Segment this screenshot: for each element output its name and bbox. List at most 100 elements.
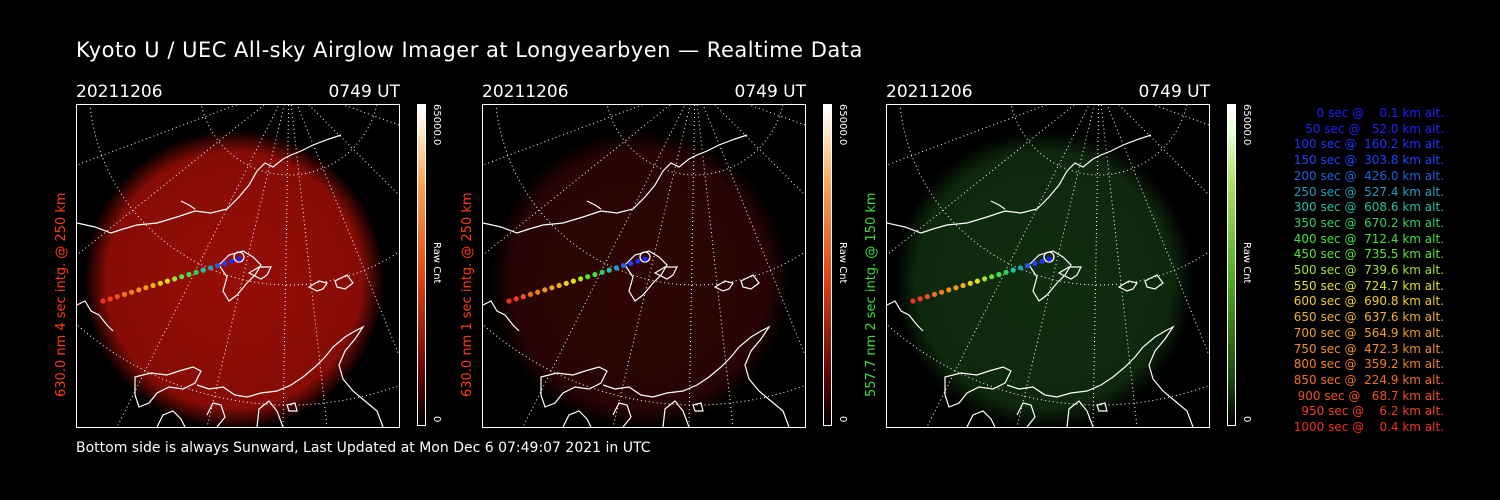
trajectory-point — [910, 298, 916, 304]
page-title: Kyoto U / UEC All-sky Airglow Imager at … — [76, 38, 863, 62]
trajectory-point — [620, 263, 627, 269]
airglow-disc — [894, 130, 1194, 427]
trajectory-point — [570, 278, 576, 284]
trajectory-point — [164, 278, 170, 284]
legend-entry: 600 sec @ 690.8 km alt. — [1289, 294, 1444, 309]
legend-entry: 500 sec @ 739.6 km alt. — [1289, 263, 1444, 278]
trajectory-point — [613, 265, 619, 271]
image-panel-630-4s: 20211206 0749 UT 630.0 nm 4 sec intg. @ … — [54, 82, 456, 430]
legend-entry: 550 sec @ 724.7 km alt. — [1289, 278, 1444, 293]
latlon-grid — [77, 105, 399, 427]
legend-entry: 1000 sec @ 0.4 km alt. — [1293, 420, 1444, 435]
legend-entry: 200 sec @ 426.0 km alt. — [1289, 168, 1444, 183]
allsky-map[interactable] — [886, 104, 1210, 428]
trajectory-point — [1039, 258, 1045, 264]
legend-entry: 300 sec @ 608.6 km alt. — [1289, 200, 1444, 215]
colorbar — [1227, 104, 1236, 426]
trajectory-point — [506, 298, 512, 304]
trajectory-point — [1046, 256, 1052, 262]
trajectory-point — [513, 296, 519, 302]
panel-time: 0749 UT — [1138, 82, 1211, 102]
trajectory-point — [1003, 269, 1009, 275]
trajectory-point — [1017, 265, 1023, 271]
latlon-grid — [887, 105, 1209, 427]
panel-date: 20211206 — [886, 82, 973, 102]
trajectory-point — [996, 271, 1002, 278]
trajectory-point — [989, 274, 995, 280]
trajectory-point — [917, 296, 923, 302]
legend-entry: 950 sec @ 6.2 km alt. — [1297, 404, 1444, 419]
panel-date: 20211206 — [482, 82, 569, 102]
trajectory-point — [229, 258, 235, 264]
trajectory-point — [939, 289, 945, 295]
trajectory-point — [628, 260, 634, 266]
latlon-grid — [483, 105, 805, 427]
trajectory-point — [542, 287, 548, 293]
trajectory-point — [107, 296, 113, 302]
allsky-map[interactable] — [482, 104, 806, 428]
trajectory-point — [236, 256, 242, 262]
trajectory-point — [967, 280, 973, 286]
trajectory-point — [136, 287, 142, 293]
trajectory-point — [129, 289, 135, 295]
allsky-map[interactable] — [76, 104, 400, 428]
trajectory-point — [592, 271, 598, 278]
trajectory-point — [114, 294, 120, 300]
trajectory-point — [150, 282, 156, 289]
trajectory-point — [193, 269, 199, 275]
trajectory-point — [200, 267, 206, 273]
trajectory-point — [179, 274, 185, 280]
legend-entry: 350 sec @ 670.2 km alt. — [1289, 215, 1444, 230]
legend-entry: 800 sec @ 359.2 km alt. — [1289, 357, 1444, 372]
trajectory-point — [953, 285, 959, 291]
colorbar — [417, 104, 426, 426]
image-panel-630-1s: 20211206 0749 UT 630.0 nm 1 sec intg. @ … — [460, 82, 862, 430]
legend-entry: 400 sec @ 712.4 km alt. — [1289, 231, 1444, 246]
legend-entry: 250 sec @ 527.4 km alt. — [1289, 184, 1444, 199]
panel-time: 0749 UT — [734, 82, 807, 102]
trajectory-point — [186, 271, 192, 278]
wavelength-label: 630.0 nm 4 sec intg. @ 250 km — [54, 192, 69, 397]
footer-status: Bottom side is always Sunward, Last Upda… — [76, 440, 651, 456]
wavelength-label: 557.7 nm 2 sec intg. @ 150 km — [864, 192, 879, 397]
launch-site-marker — [639, 251, 651, 263]
legend-entry: 850 sec @ 224.9 km alt. — [1289, 372, 1444, 387]
trajectory-point — [1032, 260, 1038, 266]
trajectory-point — [635, 258, 641, 264]
legend-entry: 450 sec @ 735.5 km alt. — [1289, 247, 1444, 262]
trajectory-legend: 0 sec @ 0.1 km alt. 50 sec @ 52.0 km alt… — [1262, 106, 1444, 436]
trajectory-point — [606, 267, 612, 273]
panel-date: 20211206 — [76, 82, 163, 102]
trajectory-point — [143, 285, 149, 291]
trajectory-point — [960, 282, 966, 289]
trajectory-point — [585, 274, 591, 280]
trajectory-point — [946, 287, 952, 293]
trajectory-point — [982, 276, 988, 282]
trajectory-point — [924, 294, 930, 300]
legend-entry: 150 sec @ 303.8 km alt. — [1289, 153, 1444, 168]
airglow-disc — [84, 130, 384, 427]
legend-entry: 0 sec @ 0.1 km alt. — [1305, 106, 1444, 120]
legend-entry: 650 sec @ 637.6 km alt. — [1289, 310, 1444, 325]
image-panel-557-2s: 20211206 0749 UT 557.7 nm 2 sec intg. @ … — [864, 82, 1266, 430]
trajectory-point — [535, 289, 541, 295]
rocket-trajectory — [100, 251, 245, 304]
airglow-disc — [490, 130, 790, 427]
trajectory-point — [157, 280, 163, 286]
wavelength-label: 630.0 nm 1 sec intg. @ 250 km — [460, 192, 475, 397]
launch-site-marker — [233, 251, 245, 263]
trajectory-point — [172, 276, 178, 282]
trajectory-point — [1010, 267, 1016, 273]
trajectory-point — [974, 278, 980, 284]
trajectory-point — [520, 294, 526, 300]
launch-site-marker — [1043, 251, 1055, 263]
legend-entry: 700 sec @ 564.9 km alt. — [1289, 325, 1444, 340]
legend-entry: 50 sec @ 52.0 km alt. — [1297, 121, 1444, 136]
legend-entry: 750 sec @ 472.3 km alt. — [1289, 341, 1444, 356]
colorbar — [823, 104, 832, 426]
trajectory-point — [563, 280, 569, 286]
legend-entry: 100 sec @ 160.2 km alt. — [1289, 137, 1444, 152]
rocket-trajectory — [506, 251, 651, 304]
trajectory-point — [222, 260, 228, 266]
legend-entry: 900 sec @ 68.7 km alt. — [1293, 388, 1444, 403]
